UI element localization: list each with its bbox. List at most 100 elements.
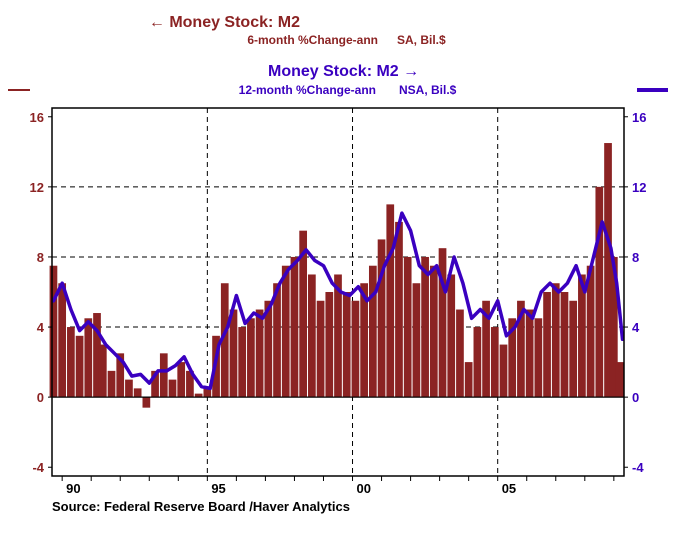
- bar: [438, 248, 447, 398]
- y-left-tick-label: 8: [37, 250, 44, 265]
- bar: [67, 327, 75, 398]
- bar: [615, 362, 624, 398]
- bar: [125, 379, 133, 398]
- y-right-tick-label: -4: [632, 460, 644, 475]
- bar: [116, 353, 125, 398]
- bar: [560, 292, 569, 398]
- plot-frame: [51, 107, 625, 477]
- bar: [569, 300, 578, 398]
- svg-text:← Money Stock: M2: ← Money Stock: M2: [149, 14, 300, 31]
- line-series: [51, 211, 625, 391]
- legend-left-arrow: ←: [149, 14, 165, 31]
- bar: [308, 274, 316, 398]
- bar: [264, 300, 273, 398]
- bar: [490, 327, 499, 398]
- bar: [98, 344, 107, 398]
- legend-right-arrow: →: [403, 63, 419, 80]
- bar: [334, 274, 342, 398]
- bar: [133, 388, 142, 398]
- bar: [447, 274, 456, 398]
- bar: [386, 204, 395, 398]
- x-axis: 90 95 00 05: [61, 476, 615, 496]
- bar: [456, 309, 464, 398]
- bar: [58, 283, 67, 398]
- line-path: [51, 211, 625, 391]
- bar: [238, 327, 247, 398]
- bar: [273, 283, 281, 398]
- bar: [255, 309, 264, 398]
- bar: [609, 256, 618, 398]
- bar: [482, 300, 490, 398]
- bar: [159, 353, 168, 398]
- bar: [151, 370, 159, 398]
- bar: [299, 230, 308, 398]
- svg-text:Money Stock: M2 →: Money Stock: M2 →: [268, 63, 419, 80]
- bar: [377, 239, 386, 398]
- legend-right-subtitle: 12-month %Change-ann: [239, 83, 376, 97]
- bar: [220, 283, 229, 398]
- y-left-tick-label: 12: [30, 180, 44, 195]
- legend-right-title: Money Stock: M2: [268, 63, 399, 80]
- bar: [517, 300, 525, 398]
- y-right-tick-label: 16: [632, 110, 646, 125]
- bar: [395, 221, 403, 398]
- y-axis-right: 16 12 8 4 0 -4: [624, 110, 646, 475]
- bar: [499, 344, 508, 398]
- bar: [464, 362, 473, 398]
- bar: [351, 300, 360, 398]
- bar: [368, 265, 377, 398]
- bar: [168, 379, 177, 398]
- y-left-tick-label: 0: [37, 390, 44, 405]
- bar: [93, 313, 101, 398]
- y-left-tick-label: 16: [30, 110, 44, 125]
- y-left-tick-label: -4: [32, 460, 44, 475]
- bar: [247, 318, 255, 398]
- legend-left-title: Money Stock: M2: [169, 14, 300, 31]
- bar: [325, 292, 334, 398]
- bar: [551, 283, 560, 398]
- y-right-tick-label: 12: [632, 180, 646, 195]
- bar: [203, 388, 212, 398]
- legend-right: Money Stock: M2 → 12-month %Change-ann N…: [239, 63, 457, 97]
- bar: [281, 265, 290, 398]
- bar: [360, 283, 368, 398]
- bar: [290, 256, 299, 398]
- bar: [194, 393, 203, 398]
- bar: [534, 318, 543, 398]
- y-axis-left: 16 12 8 4 0 -4: [30, 110, 52, 475]
- bar: [142, 397, 151, 408]
- legend-left: ← Money Stock: M2 6-month %Change-ann SA…: [149, 14, 446, 47]
- bar: [316, 300, 325, 398]
- bar: [578, 274, 586, 398]
- bar: [421, 256, 429, 398]
- bar: [543, 292, 551, 398]
- source-note: Source: Federal Reserve Board /Haver Ana…: [52, 499, 350, 514]
- bar: [595, 186, 604, 398]
- bar: [525, 309, 534, 398]
- y-left-tick-label: 4: [37, 320, 45, 335]
- bar: [403, 256, 412, 398]
- x-tick-label: 95: [211, 481, 225, 496]
- legend-right-units: NSA, Bil.$: [399, 83, 457, 97]
- bar: [177, 362, 186, 398]
- bar: [84, 318, 93, 398]
- bar: [49, 265, 58, 398]
- bar-series: [49, 143, 624, 408]
- bar: [473, 327, 482, 398]
- bar: [604, 143, 612, 398]
- bar: [342, 292, 351, 398]
- y-right-tick-label: 8: [632, 250, 639, 265]
- bar: [75, 335, 84, 398]
- bar: [412, 283, 421, 398]
- bar: [508, 318, 517, 398]
- bar: [186, 370, 194, 398]
- y-right-tick-label: 0: [632, 390, 639, 405]
- bar: [429, 265, 438, 398]
- x-tick-label: 00: [357, 481, 371, 496]
- legend-left-units: SA, Bil.$: [397, 33, 446, 47]
- x-tick-label: 05: [502, 481, 516, 496]
- bar: [229, 309, 238, 398]
- bar: [107, 370, 116, 398]
- x-tick-label: 90: [66, 481, 80, 496]
